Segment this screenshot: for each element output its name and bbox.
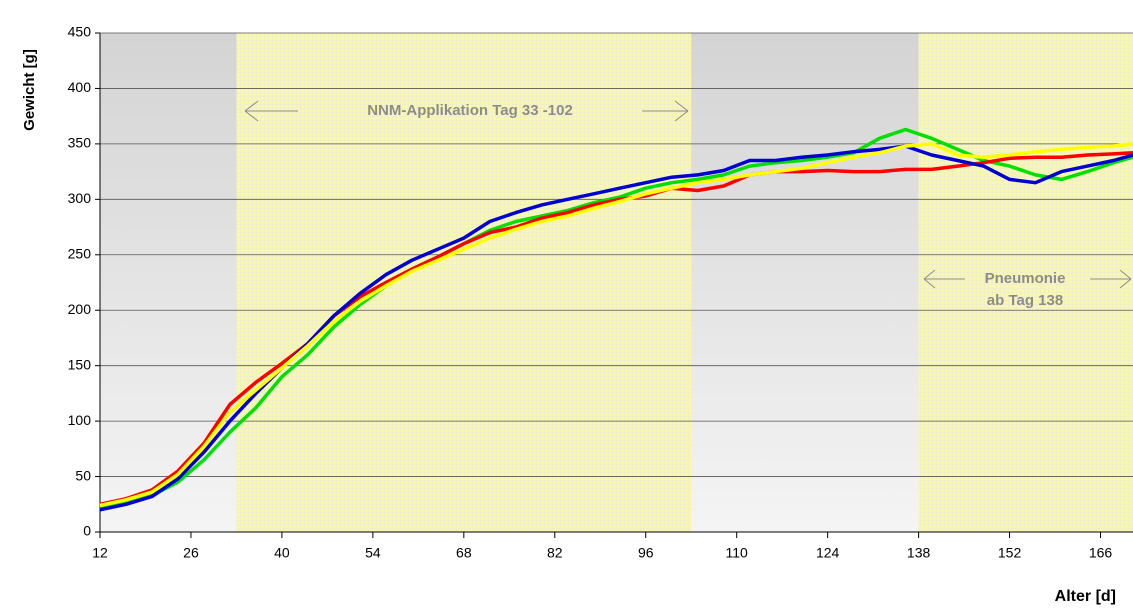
y-tick-label: 150 [68,356,92,372]
annotation: NNM-Applikation Tag 33 -102 [367,102,573,119]
shaded-band [236,33,692,532]
arrow [923,269,965,289]
y-tick-label: 400 [68,79,92,95]
x-tick-label: 40 [274,545,290,561]
x-tick-label: 82 [547,545,563,561]
shaded-band [918,33,1133,532]
annotation: ab Tag 138 [987,292,1063,309]
x-axis-label: Alter [d] [1055,588,1116,605]
x-tick-label: 166 [1089,545,1113,561]
x-tick-label: 26 [183,545,199,561]
x-tick-label: 96 [638,545,654,561]
y-tick-label: 100 [68,412,92,428]
series-line [99,127,1133,510]
y-tick-label: 250 [68,245,92,261]
series-line [99,142,1133,508]
x-tick-label: 12 [92,545,108,561]
x-tick-label: 152 [998,545,1022,561]
y-tick-label: 350 [68,135,92,151]
x-tick-label: 124 [816,545,840,561]
arrow [642,100,689,122]
series-line [99,151,1133,507]
y-tick-label: 450 [68,24,92,40]
x-tick-label: 110 [726,545,749,561]
y-tick-label: 50 [75,467,91,483]
y-tick-label: 300 [68,190,92,206]
x-tick-label: 54 [365,545,381,561]
annotation: Pneumonie [985,270,1066,287]
y-tick-label: 200 [68,301,92,317]
x-tick-label: 138 [907,545,931,561]
x-tick-label: 68 [456,545,472,561]
y-axis-label: Gewicht [g] [21,49,38,131]
y-tick-label: 0 [83,523,91,539]
arrow [1090,269,1132,289]
arrow [244,100,298,122]
